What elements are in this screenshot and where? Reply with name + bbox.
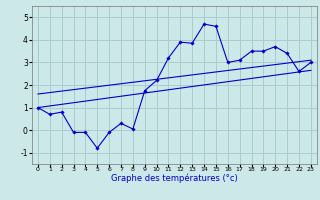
X-axis label: Graphe des températures (°c): Graphe des températures (°c) xyxy=(111,174,238,183)
